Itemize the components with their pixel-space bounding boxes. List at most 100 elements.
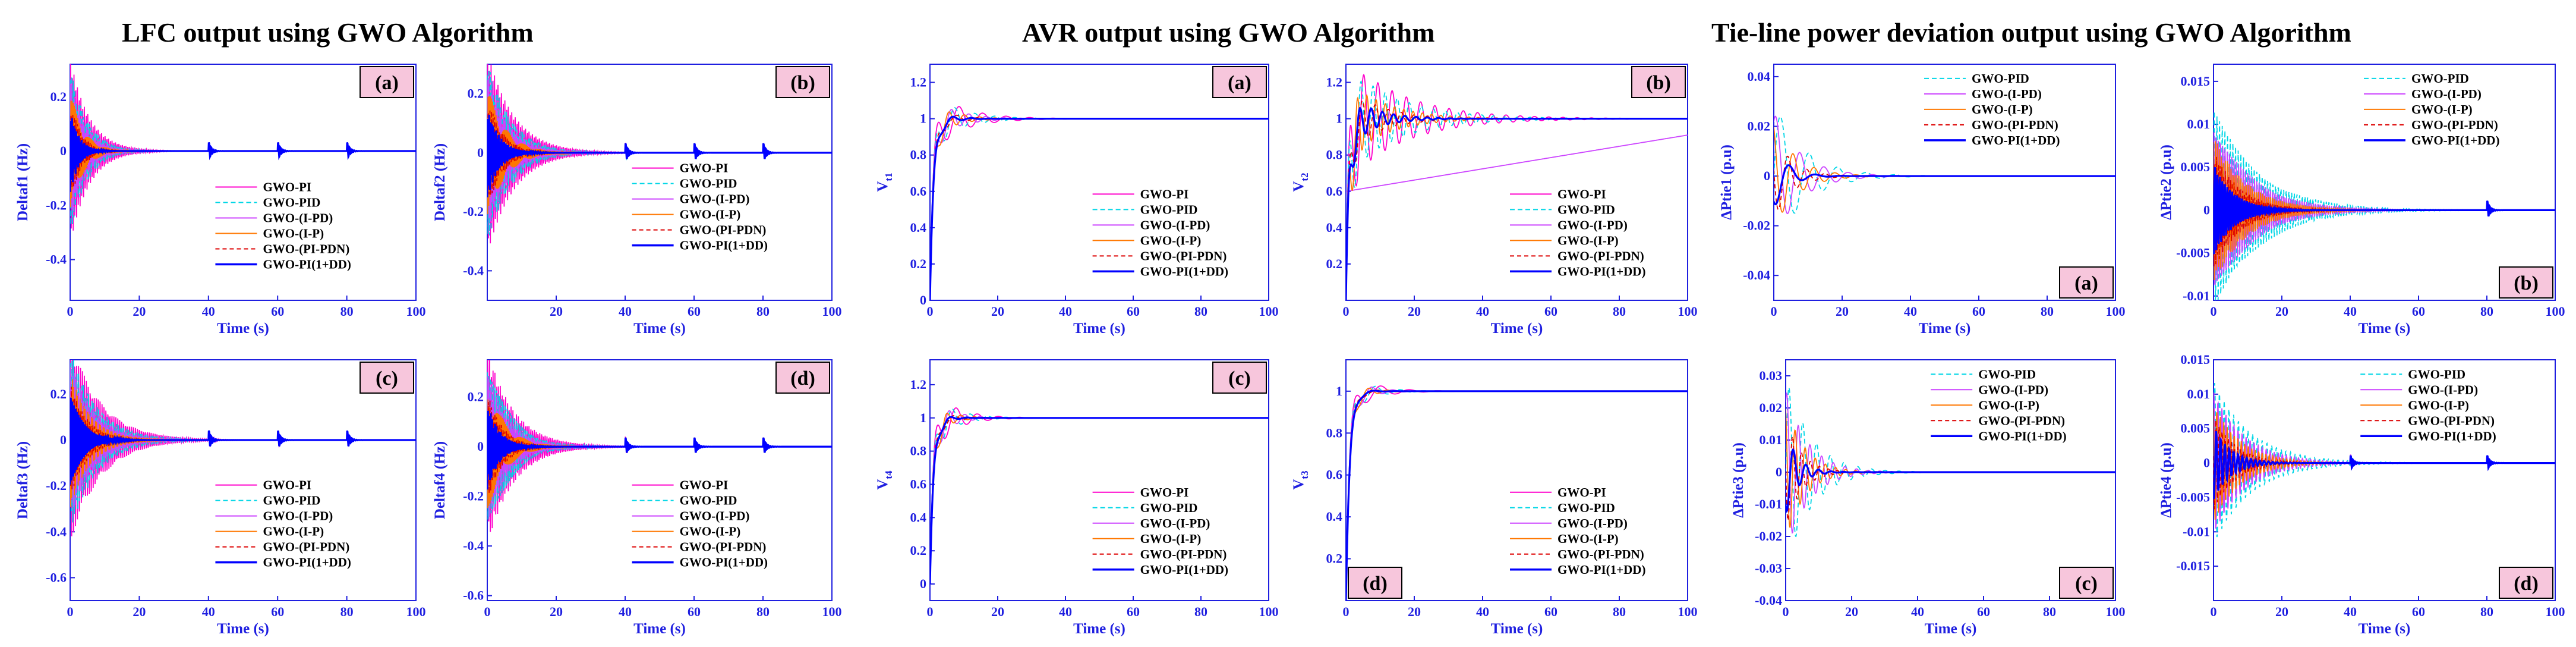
legend-label: GWO-PI(1+DD) bbox=[2411, 133, 2499, 147]
legend-label: GWO-(I-PD) bbox=[1972, 87, 2042, 101]
legend-label: GWO-(I-P) bbox=[1557, 233, 1619, 247]
chart-tie-line-b: 0 20 40 60 80 100 -0.01 -0.005 0 0.005 0.01 0.015 Ti… bbox=[2158, 64, 2565, 337]
series-line-gwo-pid bbox=[1346, 80, 1688, 300]
section-title-avr: AVR output using GWO Algorithm bbox=[1022, 17, 1435, 48]
legend-label: GWO-PI bbox=[1557, 485, 1606, 500]
panel-tag-label: (d) bbox=[1363, 573, 1388, 595]
x-axis-label: Time (s) bbox=[2359, 321, 2411, 337]
panel-tag-box bbox=[360, 66, 414, 98]
y-tick-label: 0 bbox=[1764, 168, 1770, 183]
y-tick-label: 0.8 bbox=[910, 444, 927, 458]
x-tick-label: 0 bbox=[1343, 304, 1350, 319]
y-tick-label: 0 bbox=[920, 576, 926, 591]
series-group bbox=[487, 360, 832, 532]
y-tick-label: 0 bbox=[477, 439, 484, 454]
x-tick-label: 100 bbox=[2106, 604, 2126, 619]
y-tick-label: 0.2 bbox=[468, 86, 484, 101]
legend-label: GWO-PID bbox=[680, 494, 737, 508]
x-tick-label: 80 bbox=[2043, 604, 2056, 619]
legend-label: GWO-PI(1+DD) bbox=[680, 555, 768, 570]
legend: GWO-PIDGWO-(I-PD)GWO-(I-P)GWO-(PI-PDN)GW… bbox=[1931, 367, 2067, 443]
panel-tag-label: (a) bbox=[2074, 272, 2098, 294]
legend-label: GWO-(PI-PDN) bbox=[1140, 547, 1227, 561]
legend-label: GWO-(PI-PDN) bbox=[1557, 249, 1644, 263]
legend-label: GWO-PID bbox=[2411, 71, 2469, 86]
legend-label: GWO-(PI-PDN) bbox=[1978, 413, 2065, 428]
x-tick-label: 80 bbox=[1194, 604, 1207, 619]
panel-tag-label: (b) bbox=[790, 72, 815, 94]
x-tick-label: 100 bbox=[2546, 304, 2565, 319]
legend-label: GWO-(I-PD) bbox=[1557, 516, 1628, 530]
y-tick-label: -0.01 bbox=[1755, 497, 1782, 511]
panel-tag-label: (d) bbox=[790, 368, 815, 390]
x-tick-label: 80 bbox=[2480, 604, 2493, 619]
y-tick-label: 0.4 bbox=[910, 510, 927, 524]
x-axis-label: Time (s) bbox=[2359, 621, 2411, 637]
y-tick-label: 0.01 bbox=[1760, 432, 1783, 447]
x-tick-label: 0 bbox=[1343, 604, 1350, 619]
x-tick-label: 60 bbox=[271, 304, 284, 319]
panel-tag: (c) bbox=[360, 362, 414, 394]
legend-label: GWO-PI bbox=[263, 478, 311, 492]
y-tick-label: 0.4 bbox=[1326, 220, 1343, 235]
y-tick-label: -0.2 bbox=[463, 204, 484, 219]
x-tick-label: 100 bbox=[822, 304, 842, 319]
legend-label: GWO-PI(1+DD) bbox=[1972, 133, 2060, 147]
y-tick-label: 1 bbox=[920, 111, 926, 126]
legend-label: GWO-(PI-PDN) bbox=[680, 223, 767, 237]
y-tick-label: 0.6 bbox=[910, 184, 927, 199]
y-tick-label: -0.005 bbox=[2176, 246, 2210, 260]
legend-label: GWO-(I-PD) bbox=[2408, 382, 2478, 397]
legend-label: GWO-(I-P) bbox=[2411, 102, 2473, 117]
y-tick-label: 1 bbox=[920, 410, 926, 425]
y-tick-label: 0 bbox=[920, 293, 926, 307]
y-axis-label: ΔPtie4 (p.u) bbox=[2158, 442, 2174, 518]
x-tick-label: 60 bbox=[2412, 304, 2425, 319]
x-tick-label: 100 bbox=[1678, 604, 1698, 619]
y-axis-label-sub: t1 bbox=[883, 172, 894, 181]
panel-tag-label: (a) bbox=[375, 72, 399, 94]
x-tick-label: 100 bbox=[1259, 304, 1279, 319]
y-tick-label: 0.04 bbox=[1748, 69, 1771, 84]
x-tick-label: 40 bbox=[619, 304, 632, 319]
panel-tag-box bbox=[1212, 362, 1267, 394]
legend-label: GWO-(I-PD) bbox=[263, 509, 333, 523]
panel-tag: (d) bbox=[2499, 567, 2553, 599]
series-group bbox=[930, 407, 1269, 585]
chart-avr-c: 0 20 40 60 80 100 0 0.2 0.4 0.6 0.8 1 1.2 Time (s) Vt4… bbox=[875, 359, 1279, 637]
legend-label: GWO-(I-PD) bbox=[680, 509, 750, 523]
chart-lfc-b: 20 40 60 80 100 -0.4 -0.2 0 0.2 Time (s) Deltaf2 (… bbox=[432, 64, 842, 337]
series-line-gwo-pi-1-dd- bbox=[2214, 431, 2555, 500]
x-tick-label: 40 bbox=[202, 604, 215, 619]
panel-tag-box bbox=[2499, 567, 2553, 599]
x-tick-label: 0 bbox=[484, 604, 491, 619]
legend-label: GWO-(I-P) bbox=[1978, 398, 2039, 412]
x-tick-label: 80 bbox=[2041, 304, 2054, 319]
x-tick-label: 0 bbox=[1771, 304, 1777, 319]
panel-tag-box bbox=[775, 362, 830, 394]
panel-tag-box bbox=[1212, 66, 1267, 98]
legend-label: GWO-(PI-PDN) bbox=[1557, 547, 1644, 561]
x-tick-label: 20 bbox=[1845, 604, 1858, 619]
x-tick-label: 40 bbox=[1476, 304, 1489, 319]
series-line-gwo-pi-1-dd- bbox=[1786, 448, 2115, 513]
y-tick-label: 0 bbox=[477, 145, 484, 160]
legend-label: GWO-(I-P) bbox=[1972, 102, 2033, 117]
series-line-gwo-pi-1-dd- bbox=[2214, 167, 2555, 255]
x-tick-label: 20 bbox=[991, 304, 1004, 319]
y-tick-label: 0.6 bbox=[1326, 467, 1343, 482]
x-tick-label: 20 bbox=[133, 304, 146, 319]
y-axis-label: Vt2 bbox=[1291, 172, 1310, 191]
legend-label: GWO-PI bbox=[680, 478, 729, 492]
legend-label: GWO-(PI-PDN) bbox=[2408, 413, 2495, 428]
y-axis-label: Deltaf1 (Hz) bbox=[15, 143, 31, 221]
series-group bbox=[1346, 74, 1688, 300]
panel-tag: (b) bbox=[1631, 66, 1686, 98]
x-tick-label: 80 bbox=[756, 304, 770, 319]
x-tick-label: 60 bbox=[2412, 604, 2425, 619]
panel-tag-label: (b) bbox=[1646, 72, 1671, 94]
x-tick-label: 60 bbox=[1544, 604, 1557, 619]
x-tick-label: 80 bbox=[1194, 304, 1207, 319]
plot-frame bbox=[1785, 359, 2116, 601]
